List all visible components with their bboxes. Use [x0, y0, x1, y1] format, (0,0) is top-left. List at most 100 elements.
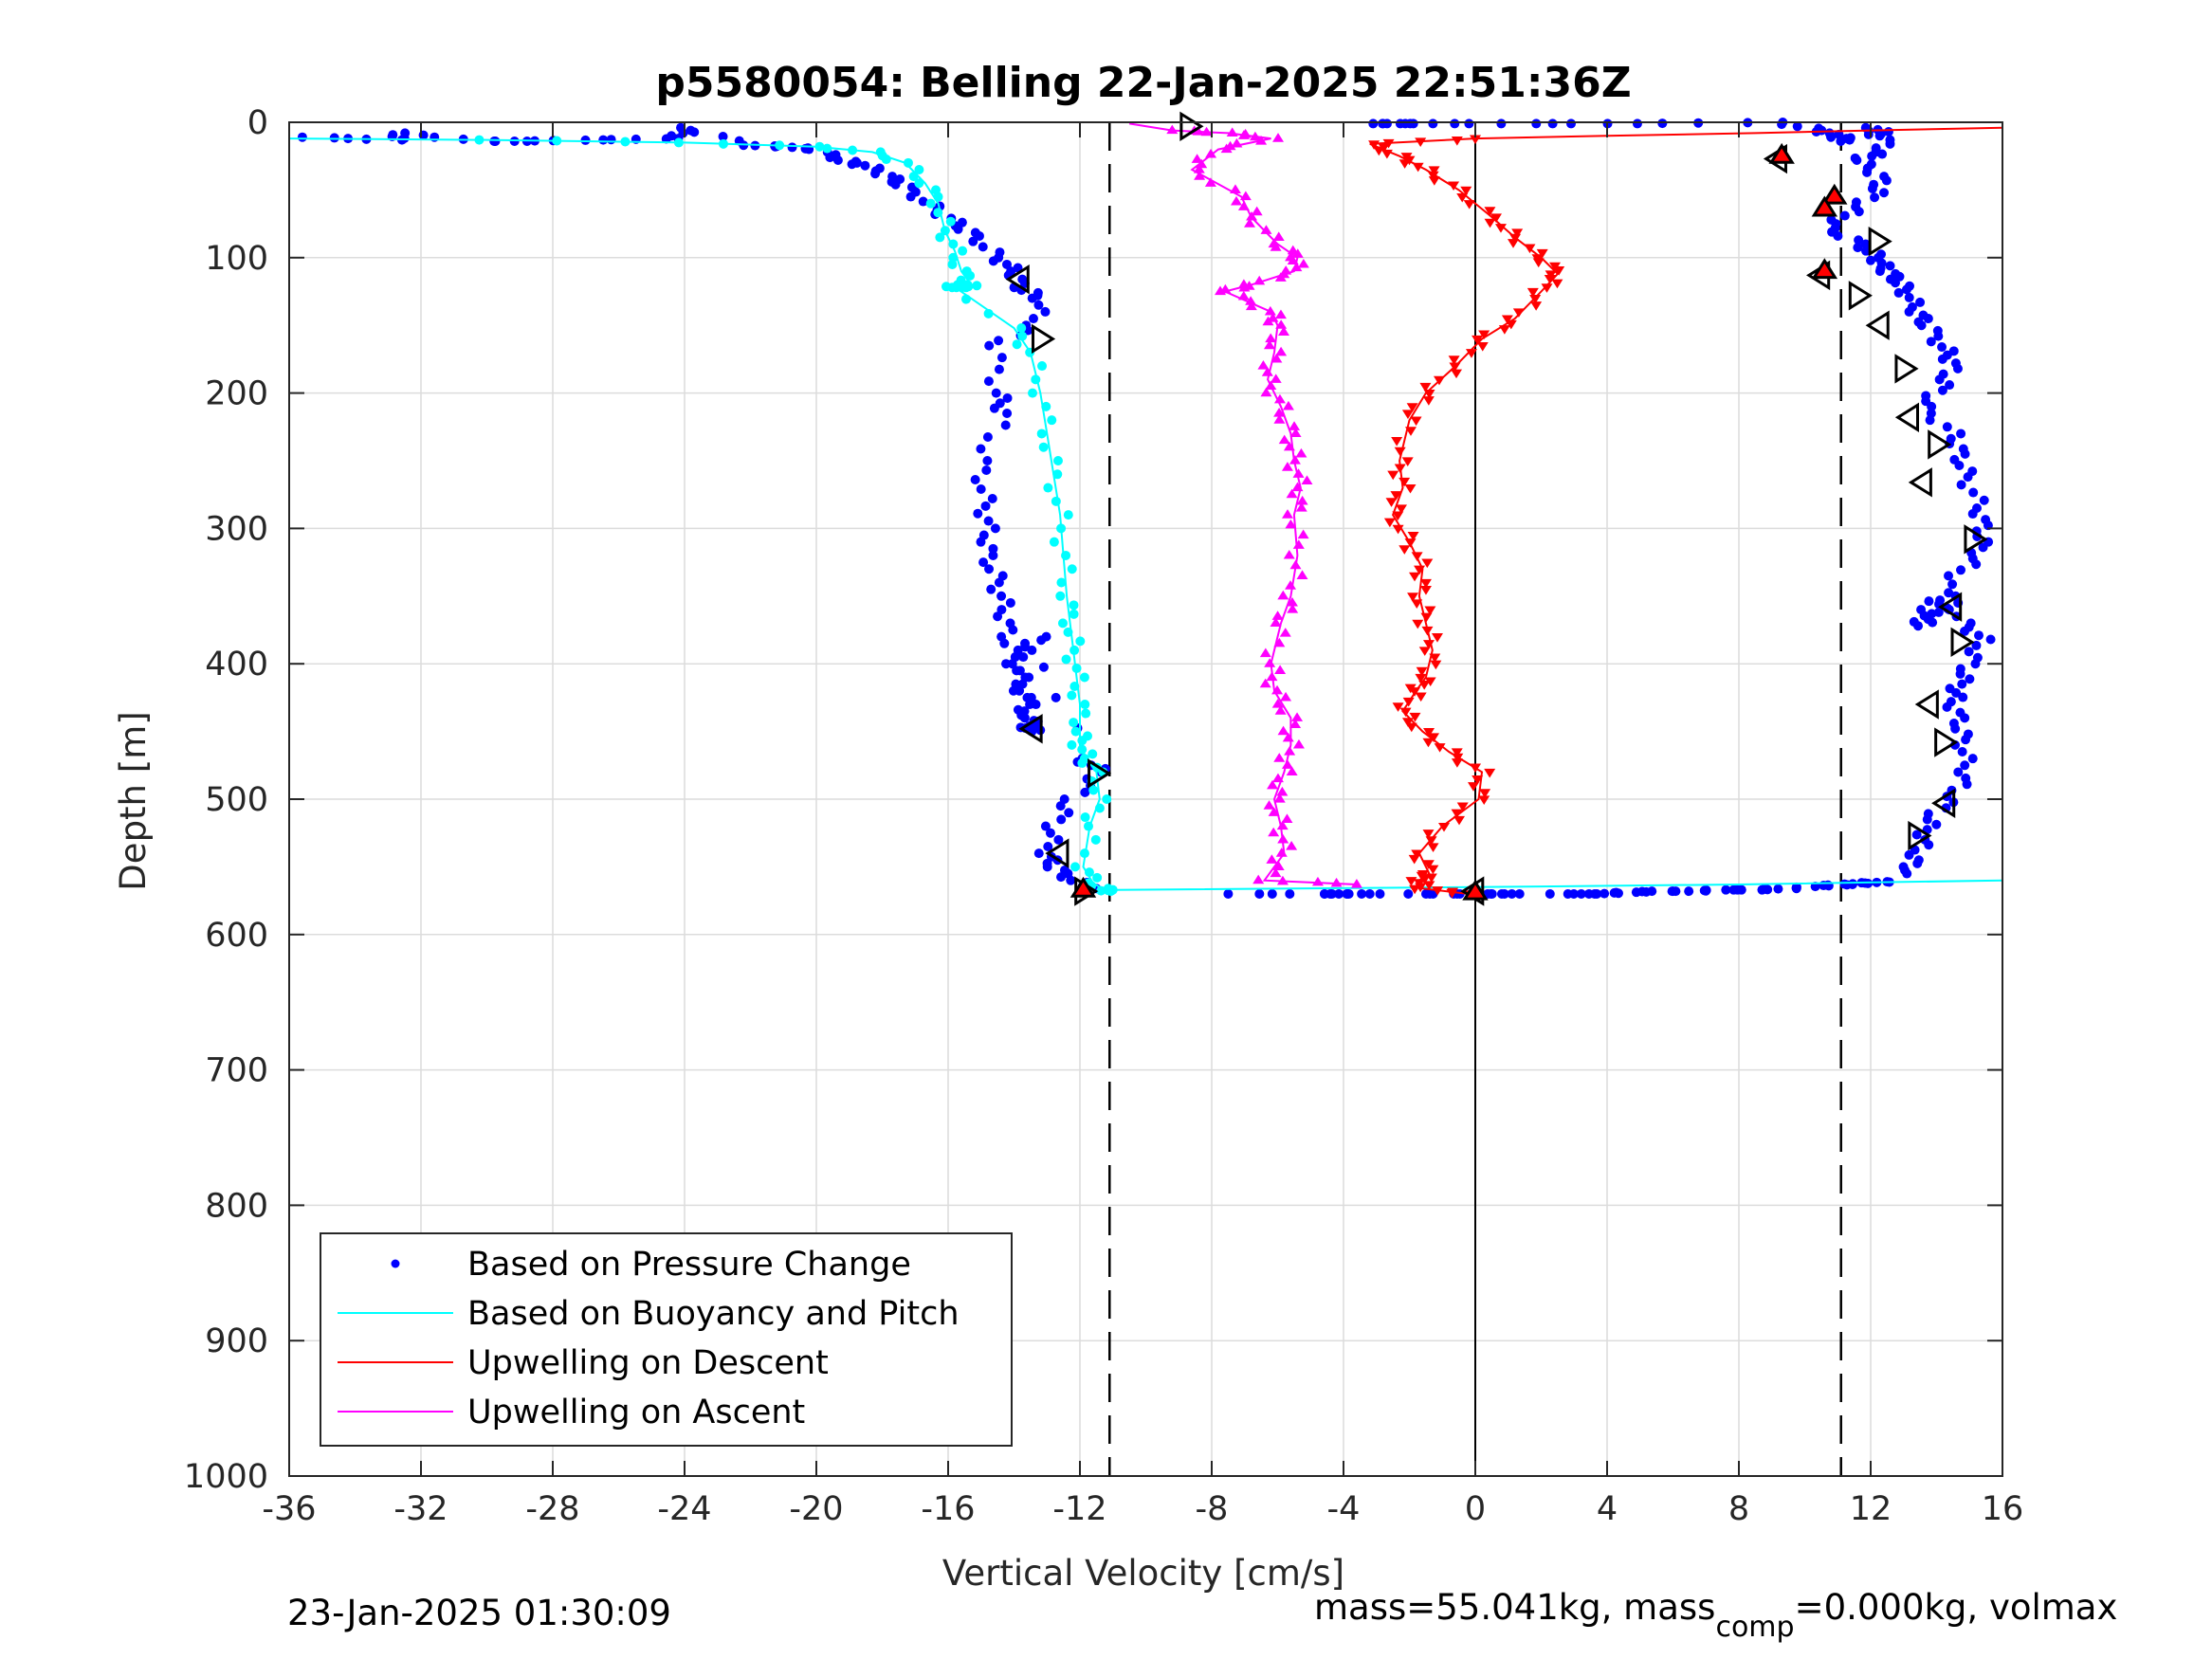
buoyancy-pitch-point — [1056, 577, 1067, 588]
upwelling-marker — [1268, 807, 1280, 816]
upwelling-marker — [1419, 382, 1432, 392]
y-tick-label: 800 — [205, 1187, 268, 1225]
pressure-change-point — [667, 131, 677, 141]
pressure-change-point — [1066, 875, 1076, 885]
pressure-change-point — [1870, 192, 1880, 203]
pressure-change-point — [984, 340, 995, 351]
pressure-change-point — [1773, 884, 1783, 894]
pressure-change-point — [1937, 342, 1947, 353]
y-axis-label: Depth [m] — [113, 711, 154, 890]
pressure-change-point — [968, 236, 978, 246]
buoyancy-pitch-point — [1080, 700, 1090, 710]
buoyancy-pitch-point — [1069, 609, 1079, 619]
pressure-change-point — [1954, 460, 1965, 470]
pressure-change-point — [1357, 888, 1367, 899]
upwelling-marker — [1255, 135, 1268, 145]
upwelling-marker — [1484, 218, 1496, 228]
upwelling-marker — [1350, 878, 1362, 888]
pressure-change-point — [1028, 314, 1038, 324]
upwelling-marker — [1391, 436, 1403, 447]
pressure-change-point — [890, 179, 901, 190]
pressure-change-point — [1041, 631, 1051, 642]
pressure-change-point — [1791, 882, 1801, 892]
y-tick-label: 400 — [205, 646, 268, 684]
upwelling-marker — [1266, 854, 1278, 864]
buoyancy-pitch-point — [1090, 834, 1101, 845]
pressure-change-point — [1944, 571, 1954, 581]
upwelling-marker — [1490, 213, 1502, 223]
pressure-change-point — [1600, 888, 1610, 899]
pressure-change-point — [1935, 595, 1946, 606]
upwelling-marker — [1530, 301, 1543, 311]
pressure-change-point — [1777, 119, 1787, 130]
pressure-change-point — [400, 128, 411, 138]
upwelling-marker — [1412, 162, 1424, 173]
pressure-change-point — [1968, 487, 1979, 498]
pressure-change-point — [1000, 420, 1011, 430]
buoyancy-pitch-point — [1055, 591, 1066, 601]
pressure-change-point — [1668, 886, 1678, 897]
upwelling-marker — [1194, 171, 1206, 180]
buoyancy-pitch-point — [1047, 415, 1057, 426]
pressure-change-point — [1934, 374, 1945, 385]
footer-mass-text: mass=55.041kg, masscomp=0.000kg, volmax — [1314, 1587, 2117, 1644]
pressure-change-point — [1375, 888, 1385, 899]
buoyancy-pitch-point — [1067, 690, 1077, 701]
y-tick-label: 600 — [205, 917, 268, 955]
upwelling-marker — [1281, 813, 1293, 824]
pressure-change-point — [1919, 611, 1929, 621]
upwelling-marker — [1422, 396, 1435, 406]
upwelling-marker — [1295, 501, 1307, 512]
legend-label: Upwelling on Descent — [467, 1344, 829, 1382]
upwelling-marker — [1272, 861, 1285, 870]
pressure-change-point — [1974, 630, 1984, 641]
upwelling-marker — [1463, 200, 1475, 210]
upwelling-marker — [1281, 462, 1293, 471]
pressure-change-point — [994, 336, 1004, 346]
pressure-change-point — [1400, 118, 1411, 129]
upwelling-marker — [1409, 712, 1421, 722]
upwelling-marker — [1272, 133, 1285, 142]
pressure-change-point — [1022, 692, 1033, 702]
pressure-change-point — [1952, 363, 1963, 374]
upwelling-marker — [1237, 290, 1250, 301]
upwelling-marker — [1274, 705, 1287, 715]
pressure-change-point — [1933, 607, 1944, 617]
buoyancy-pitch-point — [1107, 884, 1118, 895]
upwelling-marker — [1409, 884, 1421, 895]
pressure-change-point — [1877, 149, 1888, 159]
upwelling-marker — [1291, 248, 1304, 258]
upwelling-marker — [1460, 186, 1472, 196]
upwelling-marker — [1273, 793, 1286, 803]
upwelling-marker — [1422, 640, 1435, 649]
upwelling-marker — [1220, 143, 1233, 154]
pressure-change-point — [991, 388, 1001, 398]
legend-label: Based on Buoyancy and Pitch — [467, 1295, 960, 1333]
pressure-change-point — [980, 501, 991, 511]
upwelling-marker — [1277, 590, 1289, 600]
upwelling-marker — [1289, 455, 1301, 465]
pressure-change-point — [1862, 167, 1873, 177]
upwelling-marker — [1237, 201, 1250, 210]
upwelling-marker — [1289, 719, 1302, 729]
pressure-change-point — [1924, 840, 1934, 850]
buoyancy-pitch-point — [1017, 331, 1028, 341]
upwelling-marker — [1215, 285, 1227, 296]
series-upwelling-on-descent — [1368, 126, 2003, 900]
upwelling-marker — [1544, 274, 1556, 284]
pressure-change-point — [1007, 659, 1017, 669]
upwelling-marker — [1270, 374, 1282, 383]
legend-label: Upwelling on Ascent — [467, 1394, 805, 1431]
pressure-change-point — [1545, 888, 1555, 899]
upwelling-marker — [1267, 779, 1279, 790]
pressure-change-point — [1045, 828, 1055, 838]
buoyancy-pitch-point — [552, 136, 562, 146]
pressure-change-point — [1632, 118, 1642, 129]
pressure-change-point — [1965, 674, 1975, 684]
upwelling-marker — [1428, 733, 1440, 742]
upwelling-marker — [1398, 545, 1411, 555]
pressure-change-point — [1937, 385, 1947, 395]
upwelling-marker — [1265, 333, 1277, 343]
upwelling-marker — [1285, 519, 1297, 529]
pressure-change-point — [996, 353, 1007, 363]
